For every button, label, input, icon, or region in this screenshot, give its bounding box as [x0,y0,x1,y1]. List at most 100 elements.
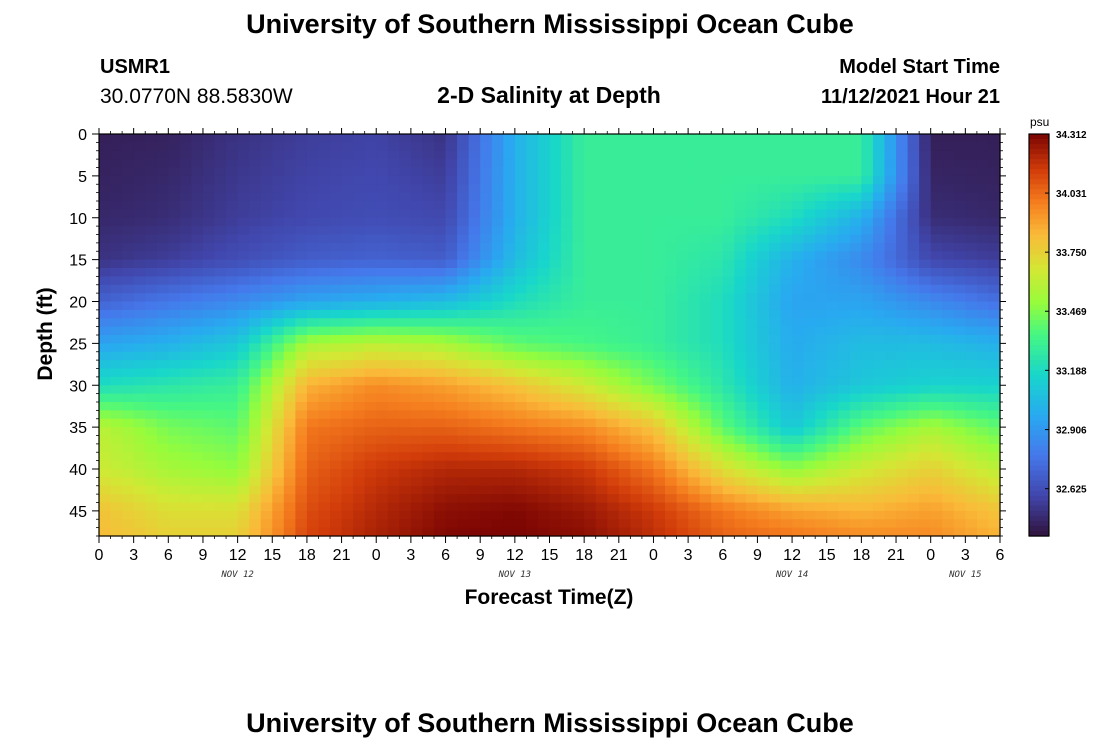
heatmap-cell [110,259,123,269]
heatmap-cell [387,418,400,428]
heatmap-cell [688,343,701,353]
heatmap-cell [364,527,377,537]
heatmap-cell [699,159,712,169]
heatmap-cell [226,527,239,537]
heatmap-cell [618,477,631,487]
heatmap-cell [872,268,886,277]
heatmap-cell [353,234,366,244]
heatmap-cell [872,385,886,395]
heatmap-cell [179,276,193,286]
heatmap-cell [953,393,966,403]
heatmap-cell [410,134,424,143]
heatmap-cell [99,217,112,227]
heatmap-cell [942,268,955,277]
heatmap-cell [641,351,655,361]
heatmap-cell [168,343,181,353]
heatmap-cell [99,418,112,428]
heatmap-cell [422,134,435,143]
heatmap-cell [561,175,574,185]
heatmap-cell [272,460,285,470]
heatmap-cell [919,485,932,495]
heatmap-cell [630,418,643,428]
heatmap-cell [861,209,874,219]
heatmap-cell [353,159,366,169]
heatmap-cell [965,427,978,437]
heatmap-cell [445,234,458,244]
colorbar-segment [1029,239,1049,246]
heatmap-cell [561,276,574,286]
heatmap-cell [942,452,955,462]
heatmap-cell [745,167,759,177]
heatmap-cell [503,217,516,227]
heatmap-cell [179,301,193,311]
heatmap-cell [226,410,239,420]
heatmap-cell [653,242,666,252]
heatmap-cell [179,427,193,437]
heatmap-cell [110,402,123,411]
heatmap-cell [376,435,389,445]
heatmap-cell [838,234,851,244]
heatmap-cell [260,368,273,378]
heatmap-cell [306,242,320,252]
heatmap-cell [422,276,435,286]
heatmap-cell [376,217,389,227]
heatmap-cell [653,159,666,169]
heatmap-cell [861,477,874,487]
heatmap-cell [595,519,608,529]
heatmap-cell [202,460,216,470]
heatmap-cell [780,259,793,269]
heatmap-cell [237,418,250,428]
heatmap-cell [283,142,296,152]
heatmap-cell [884,217,897,227]
heatmap-cell [711,293,724,303]
heatmap-cell [330,469,343,478]
heatmap-cell [491,393,504,403]
heatmap-cell [156,435,169,445]
heatmap-cell [942,251,955,261]
heatmap-cell [364,226,377,236]
heatmap-cell [653,276,666,286]
heatmap-cell [861,309,874,319]
x-tick-label: 12 [783,547,801,564]
heatmap-cell [376,510,389,520]
heatmap-cell [353,201,366,210]
heatmap-cell [376,251,389,261]
x-tick-label: 18 [298,547,316,564]
heatmap-cell [99,335,112,344]
heatmap-cell [953,368,966,378]
heatmap-cell [364,159,377,169]
heatmap-cell [803,402,816,411]
heatmap-cell [896,494,909,504]
heatmap-cell [364,259,377,269]
heatmap-cell [849,435,862,445]
heatmap-cell [630,309,643,319]
heatmap-cell [514,209,527,219]
heatmap-cell [226,209,239,219]
heatmap-cell [537,519,551,529]
heatmap-cell [722,527,735,537]
heatmap-cell [988,335,1001,344]
heatmap-cell [237,326,250,336]
heatmap-cell [376,318,389,328]
heatmap-cell [826,293,839,303]
heatmap-cell [526,209,539,219]
heatmap-cell [745,192,759,202]
heatmap-cell [376,502,389,512]
heatmap-cell [803,209,816,219]
heatmap-cell [249,494,262,504]
heatmap-cell [272,142,285,152]
heatmap-cell [549,335,562,344]
heatmap-cell [260,502,273,512]
heatmap-cell [549,326,562,336]
heatmap-cell [341,385,354,395]
heatmap-cell [445,519,458,529]
heatmap-cell [803,318,816,328]
heatmap-cell [376,418,389,428]
heatmap-cell [688,443,701,453]
heatmap-cell [168,502,181,512]
heatmap-cell [549,393,562,403]
heatmap-cell [514,360,527,370]
heatmap-cell [226,201,239,210]
heatmap-cell [630,284,643,294]
